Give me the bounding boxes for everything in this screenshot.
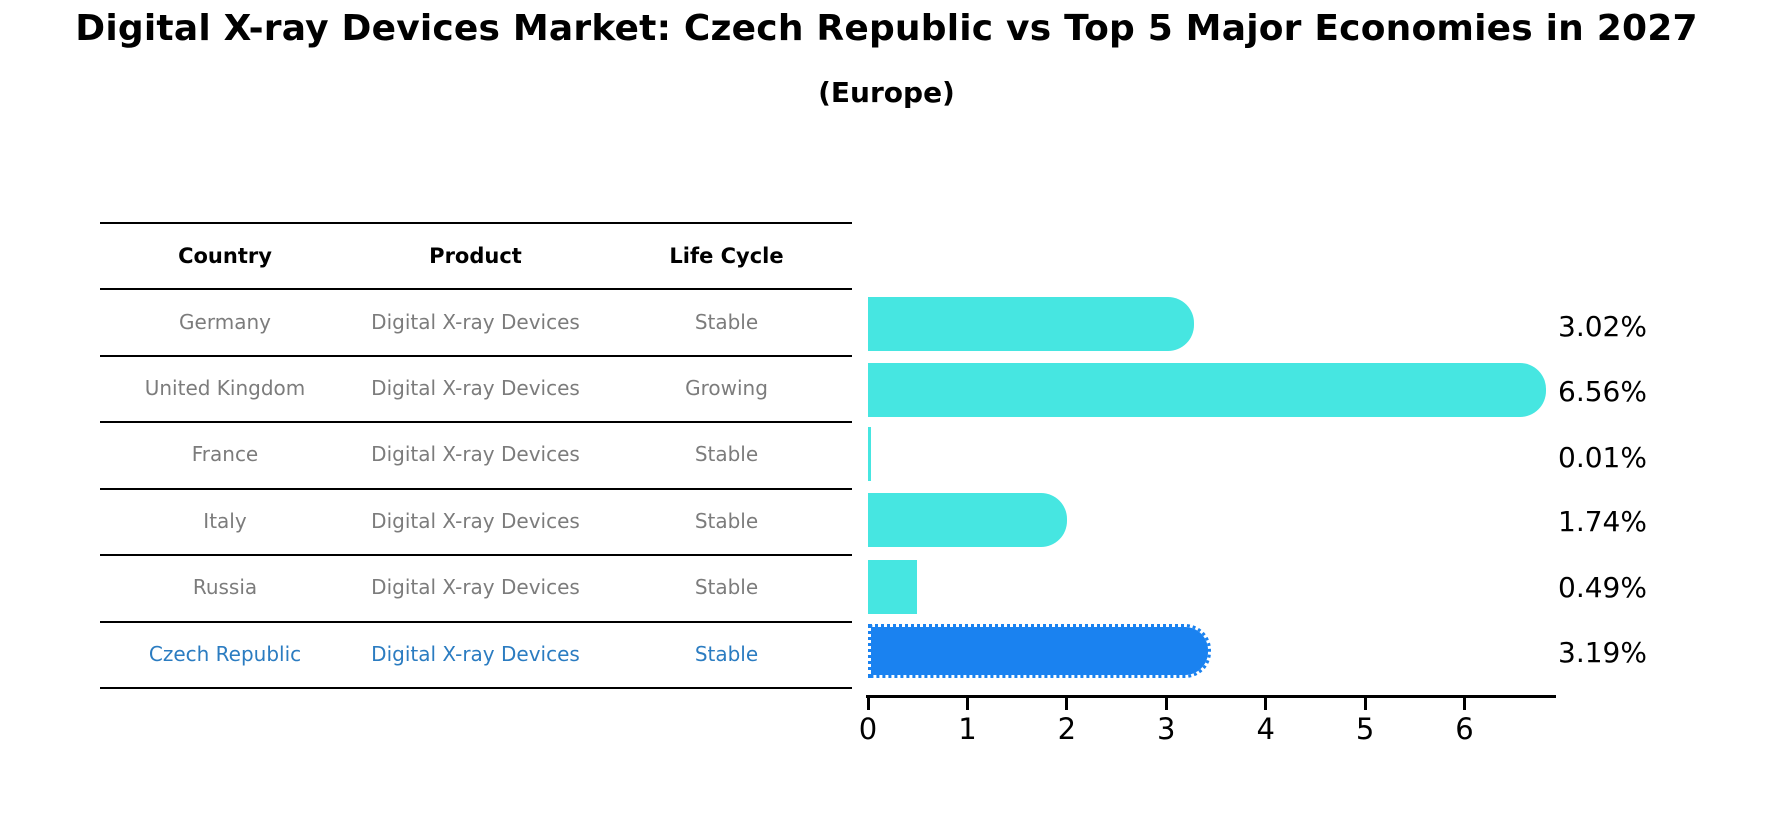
x-tick-mark [1264,698,1268,710]
page-subtitle: (Europe) [818,76,955,109]
header-product: Product [429,244,522,268]
table-row-united-kingdom: United Kingdom Digital X-ray Devices Gro… [100,355,852,421]
x-tick-label: 6 [1455,712,1474,746]
cell-product: Digital X-ray Devices [371,642,580,666]
cell-product: Digital X-ray Devices [371,442,580,466]
table-rule [100,288,852,290]
x-tick-mark [1065,698,1069,710]
cell-product: Digital X-ray Devices [371,509,580,533]
bar-france [868,427,871,481]
table-rule [100,222,852,224]
header-life-cycle: Life Cycle [669,244,784,268]
bar-italy [868,493,1067,547]
table-header: Country Product Life Cycle [100,224,852,288]
bar-russia [868,560,917,614]
table-rule [100,488,852,490]
value-label-czech-republic: 3.19% [1558,636,1647,669]
bar-germany [868,297,1195,351]
table-rule [100,421,852,423]
cell-country: United Kingdom [144,376,306,400]
table-rule [100,355,852,357]
x-tick-label: 1 [958,712,977,746]
x-tick-label: 2 [1057,712,1077,746]
bar-czech-republic-highlighted [868,624,1212,678]
x-axis-line [866,695,1556,698]
x-tick-label: 5 [1355,712,1375,746]
cell-country: Germany [179,310,271,334]
x-tick-mark [1363,698,1367,710]
cell-country: Russia [192,575,258,599]
cell-life-cycle: Growing [685,376,768,400]
cell-life-cycle: Stable [694,442,759,466]
x-tick-label: 4 [1256,712,1275,746]
cell-country: Italy [203,509,247,533]
cell-product: Digital X-ray Devices [371,575,580,599]
x-tick-label: 3 [1157,712,1176,746]
table-row-italy: Italy Digital X-ray Devices Stable [100,488,852,554]
header-country: Country [178,244,272,268]
value-label-germany: 3.02% [1558,310,1647,343]
x-tick-mark [1463,698,1467,710]
bar-united-kingdom [868,363,1547,417]
cell-life-cycle: Stable [694,509,759,533]
table-rule [100,687,852,689]
x-tick-label: 0 [858,712,878,746]
value-label-france: 0.01% [1558,441,1647,474]
value-label-italy: 1.74% [1558,505,1647,538]
table-rule [100,554,852,556]
x-tick-mark [1164,698,1168,710]
cell-product: Digital X-ray Devices [371,310,580,334]
table-row-france: France Digital X-ray Devices Stable [100,421,852,487]
x-tick-mark [965,698,969,710]
value-label-russia: 0.49% [1558,571,1647,604]
table-rule [100,621,852,623]
cell-life-cycle: Stable [694,575,759,599]
x-tick-mark [866,698,870,710]
value-label-united-kingdom: 6.56% [1558,375,1647,408]
table-row-czech-republic: Czech Republic Digital X-ray Devices Sta… [100,621,852,687]
table-row-russia: Russia Digital X-ray Devices Stable [100,554,852,620]
cell-life-cycle: Stable [694,642,759,666]
cell-country: Czech Republic [148,642,302,666]
cell-life-cycle: Stable [694,310,759,334]
table-row-germany: Germany Digital X-ray Devices Stable [100,289,852,355]
page-title: Digital X-ray Devices Market: Czech Repu… [75,8,1698,49]
cell-product: Digital X-ray Devices [371,376,580,400]
cell-country: France [191,442,259,466]
